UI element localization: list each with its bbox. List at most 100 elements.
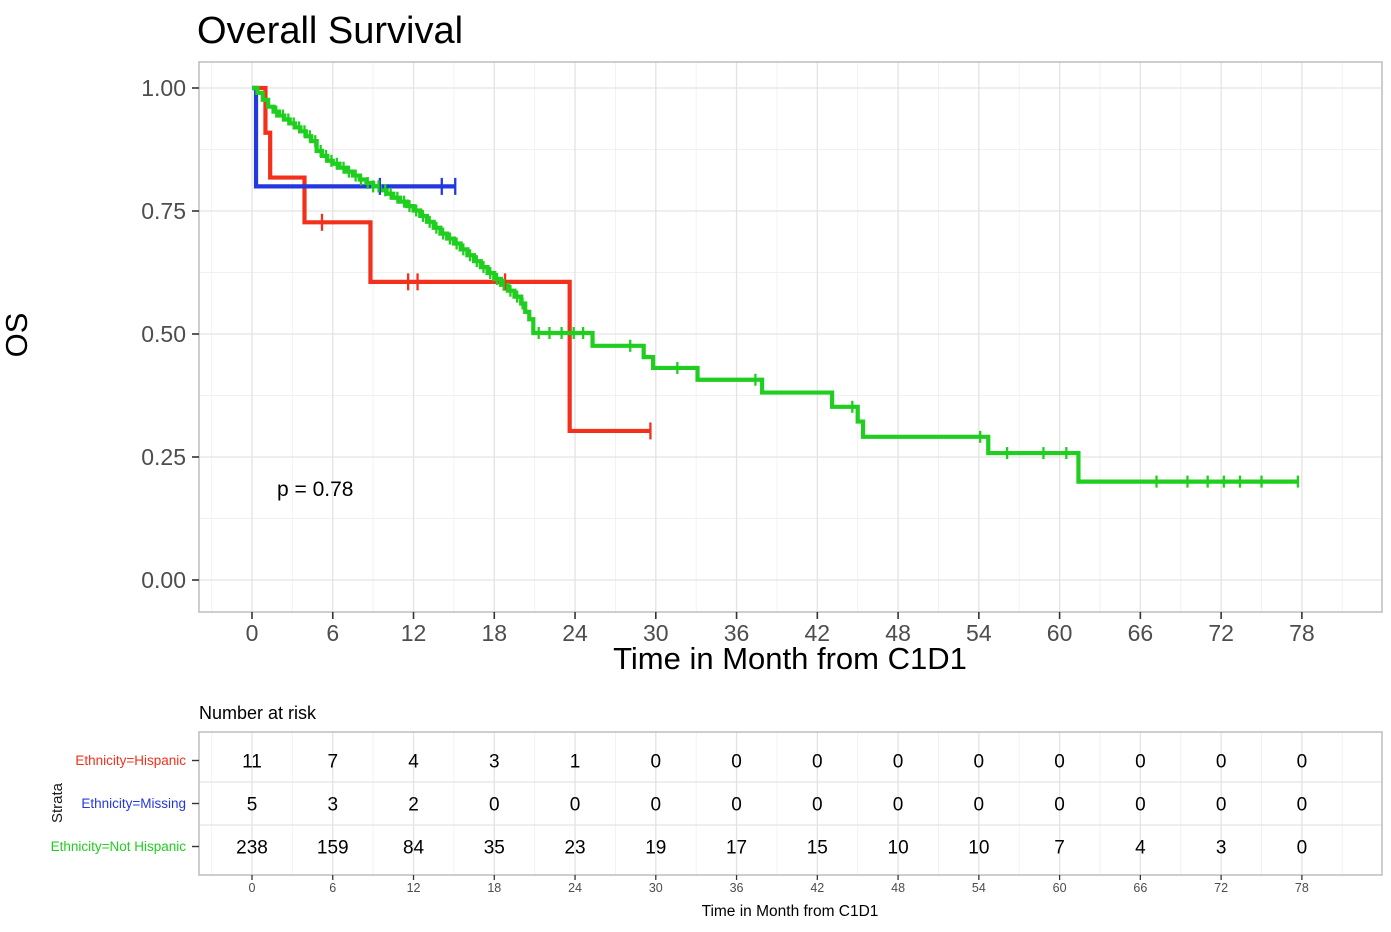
risk-count: 0 [1216,752,1227,773]
risk-count: 0 [812,752,823,773]
risk-count: 0 [1054,795,1065,816]
risk-count: 0 [731,752,742,773]
x-tick-label: 36 [724,620,750,646]
risk-count: 0 [1297,838,1308,859]
risk-count: 0 [1216,795,1227,816]
risk-count: 2 [408,795,419,816]
risk-x-tick-label: 42 [810,881,824,895]
x-tick-label: 66 [1128,620,1154,646]
risk-x-tick-label: 60 [1053,881,1067,895]
y-tick-label: 0.00 [141,567,186,593]
x-tick-label: 48 [885,620,911,646]
risk-count: 7 [327,752,338,773]
strata-axis-title: Strata [49,782,66,823]
strata-row-label: Ethnicity=Hispanic [75,753,186,768]
risk-count: 7 [1054,838,1065,859]
x-axis: 0 6 12 18 24 30 36 42 48 54 60 66 72 78 [246,612,1315,646]
x-tick-label: 6 [326,620,339,646]
y-tick-label: 0.75 [141,198,186,224]
risk-count: 5 [247,795,258,816]
x-tick-label: 72 [1208,620,1234,646]
risk-x-tick-label: 78 [1295,881,1309,895]
risk-x-tick-label: 0 [249,881,256,895]
x-axis-title: Time in Month from C1D1 [613,641,967,676]
y-tick-label: 0.25 [141,444,186,470]
risk-x-tick-label: 72 [1214,881,1228,895]
risk-count: 0 [570,795,581,816]
risk-count: 0 [893,795,904,816]
km-curve-1 [252,85,651,434]
y-axis-title: OS [0,313,34,358]
risk-count: 0 [893,752,904,773]
grid-major [199,62,1382,612]
risk-count: 4 [408,752,419,773]
risk-count: 35 [484,838,505,859]
x-tick-label: 24 [562,620,588,646]
y-tick-label: 0.50 [141,321,186,347]
x-tick-label: 60 [1047,620,1073,646]
risk-grid-major [199,732,1382,875]
plot-panel-border [198,61,1383,613]
risk-table: Number at risk Ethnicity=Hispanic 11 7 4 3 1 0… [49,703,1383,920]
risk-x-axis-title: Time in Month from C1D1 [702,903,879,920]
strata-row-label: Ethnicity=Not Hispanic [51,839,187,854]
y-axis: 1.00 0.75 0.50 0.25 0.00 [141,75,199,593]
risk-count: 84 [403,838,425,859]
risk-x-tick-label: 30 [649,881,663,895]
risk-rows: Ethnicity=Hispanic 11 7 4 3 1 0 0 0 0 0 0 0 0 0Ethnici… [51,752,1308,859]
risk-panel-background [199,732,1382,875]
censor-marks [275,105,1299,488]
grid-minor [199,62,1382,612]
risk-count: 0 [1297,752,1308,773]
risk-count: 0 [812,795,823,816]
risk-x-tick-label: 6 [329,881,336,895]
risk-count: 23 [564,838,585,859]
risk-count: 0 [1135,752,1146,773]
x-tick-label: 30 [643,620,669,646]
risk-count: 19 [645,838,666,859]
risk-count: 3 [489,752,500,773]
risk-x-tick-label: 66 [1133,881,1147,895]
risk-count: 0 [651,752,662,773]
risk-count: 0 [1135,795,1146,816]
risk-count: 0 [974,795,985,816]
risk-count: 0 [651,795,662,816]
risk-count: 238 [236,838,268,859]
risk-count: 10 [888,838,909,859]
y-tick-label: 1.00 [141,75,186,101]
strata-row-label: Ethnicity=Missing [81,796,186,811]
plot-panel-background [199,62,1382,612]
x-tick-label: 42 [805,620,831,646]
risk-x-tick-label: 18 [487,881,501,895]
x-tick-label: 54 [966,620,992,646]
risk-count: 4 [1135,838,1146,859]
risk-count: 11 [242,752,262,773]
x-tick-label: 18 [481,620,507,646]
risk-count: 0 [1054,752,1065,773]
x-tick-label: 12 [401,620,427,646]
risk-x-tick-label: 24 [568,881,582,895]
risk-count: 3 [327,795,338,816]
risk-count: 0 [1297,795,1308,816]
risk-x-tick-label: 12 [407,881,421,895]
risk-count: 3 [1216,838,1227,859]
plot-title: Overall Survival [197,10,463,52]
risk-count: 1 [570,752,581,773]
main-plot: 0 6 12 18 24 30 36 42 48 54 60 66 72 78 1.00 0.75 0.50 0… [0,10,1383,676]
x-tick-label: 0 [246,620,259,646]
risk-count: 0 [731,795,742,816]
x-tick-label: 78 [1289,620,1315,646]
risk-x-tick-label: 54 [972,881,986,895]
risk-x-axis: 0 6 12 18 24 30 36 42 48 54 60 66 72 78 [249,875,1309,895]
risk-x-tick-label: 36 [730,881,744,895]
risk-count: 10 [968,838,989,859]
risk-count: 0 [974,752,985,773]
risk-x-tick-label: 48 [891,881,905,895]
risk-count: 159 [317,838,349,859]
risk-count: 15 [807,838,828,859]
risk-table-title: Number at risk [199,703,317,723]
risk-grid-minor [211,732,1343,875]
risk-count: 0 [489,795,500,816]
